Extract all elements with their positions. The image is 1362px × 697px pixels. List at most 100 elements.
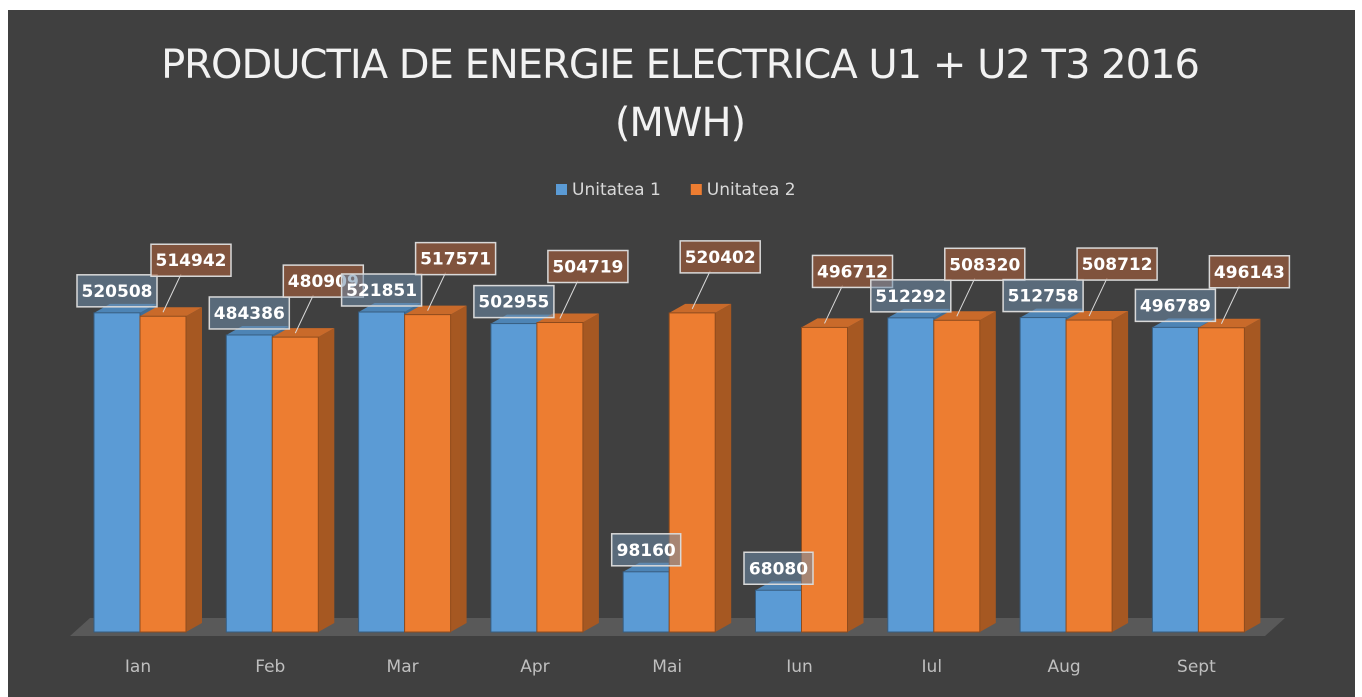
- bar-face: [490, 323, 538, 633]
- data-label-box: [340, 273, 423, 307]
- bar-face: [186, 307, 202, 632]
- bar-face: [536, 322, 584, 633]
- leader-line: [427, 272, 447, 311]
- x-tick-label: Iul: [922, 657, 943, 677]
- x-tick-label: Sept: [1177, 657, 1216, 677]
- bar-face: [801, 318, 864, 328]
- bar-face: [582, 313, 599, 632]
- data-label-box: [679, 240, 761, 274]
- x-tick-label: Apr: [520, 657, 549, 677]
- bar-face: [1244, 318, 1261, 632]
- data-label: 504719: [552, 258, 623, 278]
- bar-face: [622, 571, 670, 633]
- bar-face: [404, 314, 452, 633]
- data-label: 98160: [617, 541, 676, 561]
- bar-face: [1151, 326, 1199, 633]
- data-label-box: [1076, 247, 1158, 281]
- bar-face: [450, 305, 467, 632]
- leader-line: [824, 285, 843, 324]
- data-label-box: [1208, 255, 1291, 289]
- bar: [404, 305, 467, 633]
- data-label: 520402: [685, 248, 756, 268]
- data-label-box: [1134, 288, 1217, 323]
- data-label: 484386: [214, 304, 285, 324]
- bar-face: [847, 318, 864, 632]
- data-label: 496143: [1214, 263, 1285, 283]
- legend-swatch: [556, 184, 567, 195]
- leader-line: [956, 278, 976, 317]
- bar: [801, 318, 864, 633]
- bar-face: [139, 315, 187, 633]
- data-label: 508712: [1082, 255, 1153, 275]
- legend-label: Unitatea 1: [572, 180, 661, 200]
- x-tick-label: Mar: [387, 657, 419, 677]
- bar-face: [404, 305, 467, 315]
- leader-line: [559, 280, 579, 319]
- data-label: 514942: [156, 251, 227, 271]
- legend-swatch: [690, 184, 702, 195]
- data-label: 496789: [1140, 296, 1211, 316]
- bar-face: [933, 311, 996, 321]
- data-label-box: [1002, 278, 1084, 313]
- data-label-box: [870, 279, 952, 313]
- bar-face: [755, 589, 802, 633]
- x-tick-label: Aug: [1047, 657, 1080, 677]
- bar-face: [669, 303, 732, 313]
- bar: [933, 311, 996, 633]
- x-tick-label: Feb: [255, 657, 285, 677]
- leader-line: [294, 294, 314, 334]
- data-label-box: [473, 284, 555, 319]
- x-tick-label: Iun: [786, 657, 813, 677]
- data-label: 512758: [1008, 287, 1079, 307]
- leader-line: [1220, 285, 1240, 324]
- data-label: 521851: [346, 281, 417, 301]
- bar-face: [1019, 317, 1067, 633]
- chart-title: PRODUCTIA DE ENERGIE ELECTRICA U1 + U2 T…: [161, 42, 1200, 146]
- x-tick-label: Ian: [125, 657, 151, 677]
- bar-face: [318, 328, 335, 632]
- leader-line: [1088, 277, 1108, 317]
- bar-face: [272, 328, 335, 338]
- bar-face: [93, 312, 141, 633]
- bar-face: [801, 326, 848, 633]
- data-label: 517571: [420, 250, 491, 270]
- data-label-box: [944, 247, 1026, 282]
- leader-line: [162, 274, 182, 313]
- data-label: 496712: [817, 262, 888, 282]
- data-label: 512292: [875, 287, 946, 307]
- data-label-box: [547, 249, 629, 284]
- bar-face: [1197, 327, 1245, 633]
- bar: [271, 328, 335, 633]
- bar-face: [271, 336, 319, 633]
- bar-face: [140, 307, 202, 317]
- bar-face: [979, 311, 996, 632]
- legend-label: Unitatea 2: [707, 180, 796, 200]
- data-label-box: [208, 296, 291, 330]
- bar-face: [1066, 311, 1129, 321]
- data-label: 520508: [82, 282, 153, 302]
- data-label: 508320: [949, 255, 1020, 275]
- data-label-box: [414, 241, 497, 276]
- data-label-box: [150, 243, 232, 277]
- bar: [1197, 318, 1261, 633]
- leader-line: [691, 270, 711, 310]
- data-label: 68080: [749, 559, 808, 579]
- bar-face: [887, 317, 935, 633]
- data-label-box: [743, 551, 814, 586]
- bar-face: [1112, 311, 1129, 632]
- bar-face: [715, 303, 732, 632]
- bar: [139, 307, 202, 633]
- bar-face: [933, 319, 981, 633]
- bar-face: [668, 312, 716, 633]
- x-tick-label: Mai: [652, 657, 682, 677]
- data-label-box: [76, 274, 158, 308]
- bar-face: [358, 311, 406, 633]
- bar: [668, 303, 732, 633]
- data-label: 502955: [478, 293, 549, 313]
- bar-face: [225, 334, 273, 633]
- bar-face: [1065, 319, 1113, 633]
- bar: [536, 313, 599, 633]
- data-label-box: [610, 533, 682, 567]
